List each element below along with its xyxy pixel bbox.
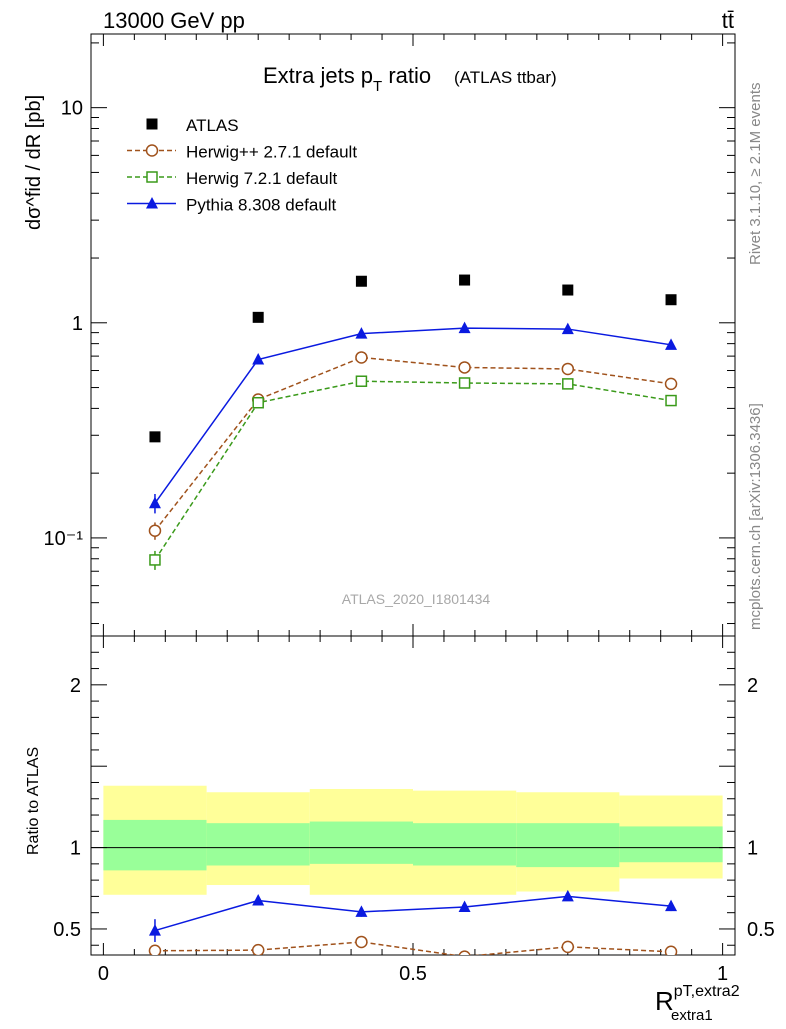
axis-ticks: 0 0.5 1 10⁻¹ 1 10 0.5 0.5 1 1 2 2	[44, 34, 775, 985]
y-tick-label: 1	[72, 313, 83, 335]
ratio-series-1-point	[665, 899, 678, 912]
y-label-top: dσ^fid / dR [pb]	[23, 95, 45, 230]
watermark: ATLAS_2020_I1801434	[342, 591, 491, 607]
top-series-1-point	[355, 351, 368, 364]
top-series-3-point	[665, 338, 678, 350]
band-inner	[413, 823, 517, 866]
ratio-bands	[91, 785, 735, 895]
top-series-2-point	[149, 554, 161, 566]
ratio-series-1-point	[148, 924, 161, 936]
legend-label: Pythia 8.308 default	[186, 196, 337, 215]
legend-marker	[145, 144, 159, 157]
legend-label: ATLAS	[186, 116, 239, 135]
ratio-series-0-point	[148, 944, 162, 955]
title-paren: (ATLAS ttbar)	[454, 68, 557, 87]
top-series-3-point	[148, 496, 161, 509]
ratio-series-1-point	[458, 900, 471, 912]
band-inner	[309, 821, 413, 864]
x-tick-label: 0.5	[399, 963, 427, 985]
top-series-3-point	[252, 353, 265, 365]
top-series-3-point	[458, 321, 471, 334]
legend-label: Herwig++ 2.7.1 default	[186, 143, 357, 162]
ratio-series-1-line	[154, 895, 672, 932]
band-inner	[103, 819, 207, 871]
top-series-1-point	[664, 377, 678, 391]
side-label-mcplots: mcplots.cern.ch [arXiv:1306.3436]	[747, 403, 764, 630]
ratio-series-1-point	[561, 889, 574, 902]
ratio-series-1-point	[252, 893, 265, 906]
legend-marker	[146, 118, 158, 130]
x-tick-label: 1	[717, 963, 728, 985]
top-series-2-point	[252, 396, 264, 409]
band-inner	[516, 823, 620, 868]
legend: ATLAS Herwig++ 2.7.1 default Herwig 7.2.1 …	[127, 116, 357, 215]
y-tick-label: 1	[70, 838, 81, 860]
ratio-series-0-point	[458, 950, 471, 955]
y-tick-label: 2	[70, 675, 81, 697]
band-inner	[206, 823, 310, 866]
y-tick-label-right: 1	[747, 838, 758, 860]
top-series-0-point	[252, 311, 264, 323]
top-series-0-point	[459, 274, 471, 286]
top-series-0-point	[355, 275, 367, 287]
legend-marker	[146, 197, 158, 209]
top-series-3-line	[154, 327, 672, 504]
top-series-2-point	[355, 375, 368, 387]
x-label-sub: extra1	[671, 1007, 713, 1024]
y-label-ratio: Ratio to ATLAS	[25, 747, 42, 855]
header-process: tt̄	[722, 8, 734, 33]
top-series-3-point	[561, 322, 574, 335]
data-series	[148, 274, 678, 955]
ratio-series-group	[148, 889, 678, 955]
top-series-0-point	[665, 294, 677, 306]
top-series-2-point	[665, 394, 677, 407]
top-series-0-point	[562, 284, 574, 296]
top-series-0-point	[149, 431, 161, 443]
title-rest: ratio	[382, 63, 431, 88]
side-label-rivet: Rivet 3.1.10, ≥ 2.1M events	[747, 83, 764, 266]
y-tick-label: 10⁻¹	[44, 528, 84, 550]
ratio-series-0-point	[355, 935, 368, 949]
top-series-3-point	[355, 327, 368, 339]
top-series-2-point	[458, 377, 471, 389]
x-axis-label: RpT,extra2	[655, 983, 740, 1016]
top-series-1-point	[458, 361, 471, 374]
top-series-1-point	[148, 524, 162, 537]
top-series-2-point	[562, 378, 574, 390]
ratio-series-0-line	[154, 941, 672, 955]
top-series-2-line	[154, 380, 672, 561]
ratio-series-0-point	[561, 940, 575, 954]
ratio-series-0-point	[664, 945, 678, 955]
y-tick-label-right: 0.5	[747, 919, 775, 941]
legend-label: Herwig 7.2.1 default	[186, 169, 337, 188]
x-label-sup: pT,extra2	[674, 983, 740, 1000]
x-label-base: R	[655, 986, 674, 1016]
ratio-series-0-point	[251, 943, 265, 955]
ratio-series-1-point	[355, 905, 368, 917]
title-sub: T	[373, 78, 382, 95]
plot-title: Extra jets pT ratio	[263, 63, 431, 95]
band-inner	[619, 826, 723, 863]
x-tick-label: 0	[98, 963, 109, 985]
y-tick-label-right: 2	[747, 675, 758, 697]
top-series-1-line	[154, 356, 672, 532]
legend-marker	[146, 171, 158, 183]
header-energy: 13000 GeV pp	[103, 8, 245, 33]
top-series-1-point	[561, 362, 575, 376]
y-tick-label: 10	[61, 98, 83, 120]
y-tick-label: 0.5	[53, 919, 81, 941]
title-main: Extra jets p	[263, 63, 373, 88]
